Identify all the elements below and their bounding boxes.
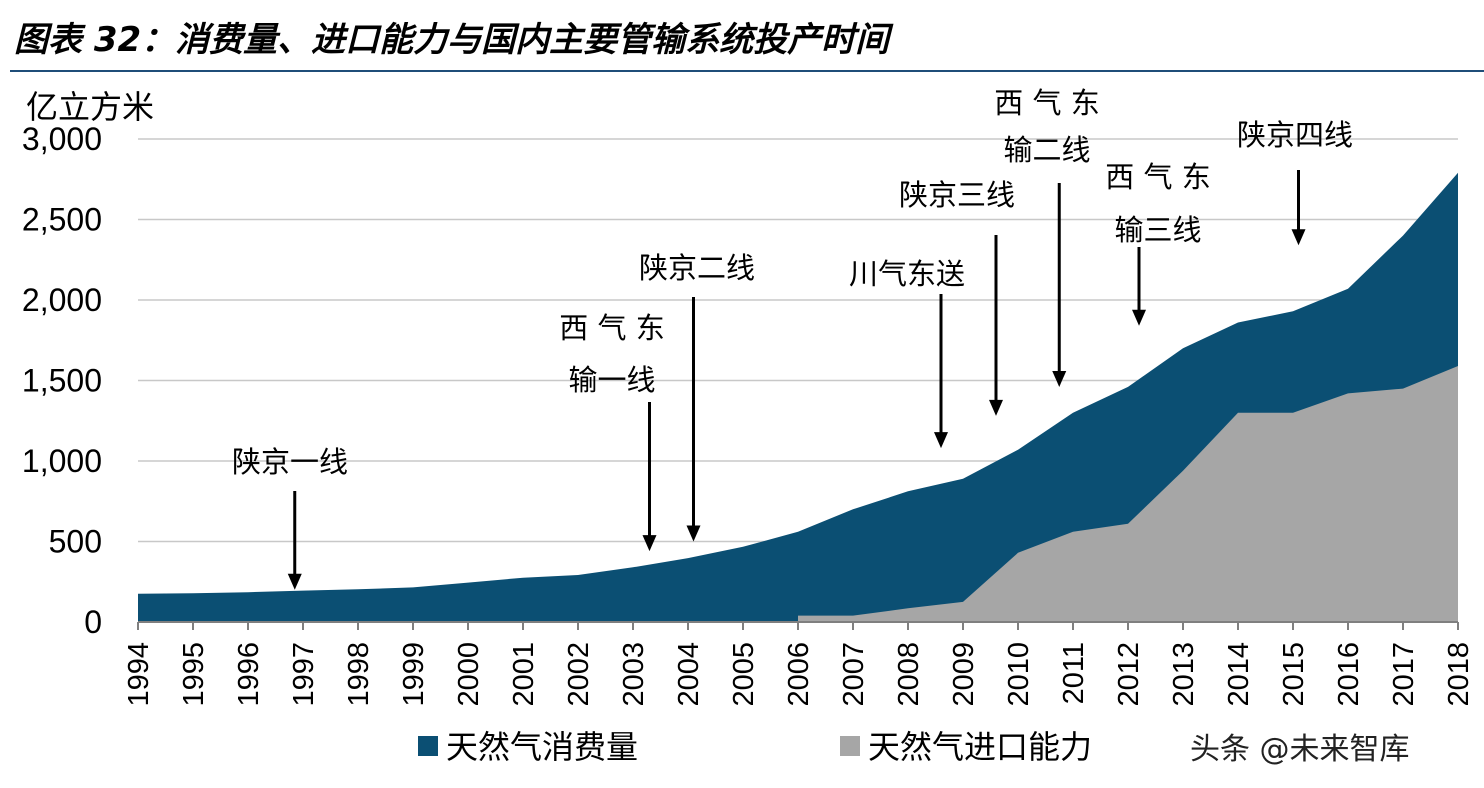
legend-swatch [840, 736, 860, 756]
x-tick-label: 1996 [233, 642, 265, 707]
y-axis-label: 亿立方米 [26, 88, 154, 126]
x-tick-label: 2012 [1113, 642, 1145, 707]
annotation-arrow-head [1052, 370, 1067, 387]
annotation-label: 输二线 [1003, 133, 1090, 167]
annotation-arrow-head [642, 535, 657, 552]
x-tick-label: 1999 [398, 642, 430, 707]
legend-swatch [418, 736, 438, 756]
annotation-label: 输一线 [568, 363, 655, 397]
y-tick-label: 2,500 [22, 202, 102, 238]
title-divider [10, 70, 1484, 72]
x-tick-label: 2009 [948, 642, 980, 707]
x-tick-label: 2014 [1223, 642, 1255, 707]
x-tick-label: 2001 [508, 642, 540, 707]
annotation-label: 陕京一线 [232, 445, 348, 479]
y-tick-label: 3,000 [22, 121, 102, 157]
x-tick-label: 2011 [1058, 642, 1090, 704]
x-tick-label: 2013 [1168, 642, 1200, 707]
chart-areas [138, 172, 1458, 623]
x-tick-label: 2018 [1443, 642, 1475, 707]
x-tick-label: 1995 [178, 642, 210, 707]
chart-title: 图表 32：消费量、进口能力与国内主要管输系统投产时间 [14, 20, 890, 60]
annotation-label: 西 气 东 [559, 311, 664, 345]
x-tick-label: 2015 [1278, 642, 1310, 707]
series-area-0 [138, 172, 1458, 623]
annotation-label: 川气东送 [849, 257, 965, 291]
annotation-label: 输三线 [1114, 213, 1201, 247]
annotation-label: 陕京三线 [899, 178, 1015, 212]
x-tick-label: 2000 [453, 642, 485, 707]
x-tick-label: 1997 [288, 642, 320, 707]
y-tick-label: 2,000 [22, 282, 102, 318]
legend-label: 天然气进口能力 [868, 728, 1092, 766]
annotation-label: 陕京四线 [1237, 118, 1353, 152]
annotation-arrow-head [934, 432, 948, 449]
x-tick-label: 1994 [123, 642, 155, 707]
x-tick-label: 2004 [673, 642, 705, 707]
x-tick-label: 2007 [838, 642, 870, 707]
x-axis-ticks: 1994 1995 1996 1997 1998 1999 2000 2001 2002 2003… [123, 622, 1475, 707]
watermark: 头条 @未来智库 [1190, 732, 1410, 767]
x-tick-label: 2005 [728, 642, 760, 707]
x-tick-label: 2016 [1333, 642, 1365, 707]
y-tick-label: 1,500 [22, 363, 102, 399]
y-tick-label: 0 [84, 604, 102, 640]
x-tick-label: 2010 [1003, 642, 1035, 707]
y-tick-label: 500 [49, 524, 102, 560]
y-tick-label: 1,000 [22, 443, 102, 479]
annotation-label: 西 气 东 [994, 86, 1099, 120]
annotation-label: 陕京二线 [639, 251, 755, 285]
x-tick-label: 2008 [893, 642, 925, 707]
series-area-1 [798, 366, 1458, 622]
x-tick-label: 1998 [343, 642, 375, 707]
annotation-label: 西 气 东 [1105, 160, 1210, 194]
annotation-arrow-head [287, 573, 302, 590]
x-tick-label: 2017 [1388, 642, 1420, 707]
x-tick-label: 2006 [783, 642, 815, 707]
x-tick-label: 2003 [618, 642, 650, 707]
y-axis-ticks: 0 500 1,000 1,500 2,000 2,500 3,000 [22, 121, 102, 640]
x-tick-label: 2002 [563, 642, 595, 707]
legend-label: 天然气消费量 [446, 728, 638, 766]
annotation-arrow-head [989, 399, 1003, 416]
legend: 天然气消费量 天然气进口能力 [418, 728, 1092, 766]
annotation-arrow-head [1291, 229, 1306, 246]
annotation-arrow-head [686, 525, 701, 542]
annotation-arrow-head [1132, 309, 1146, 326]
